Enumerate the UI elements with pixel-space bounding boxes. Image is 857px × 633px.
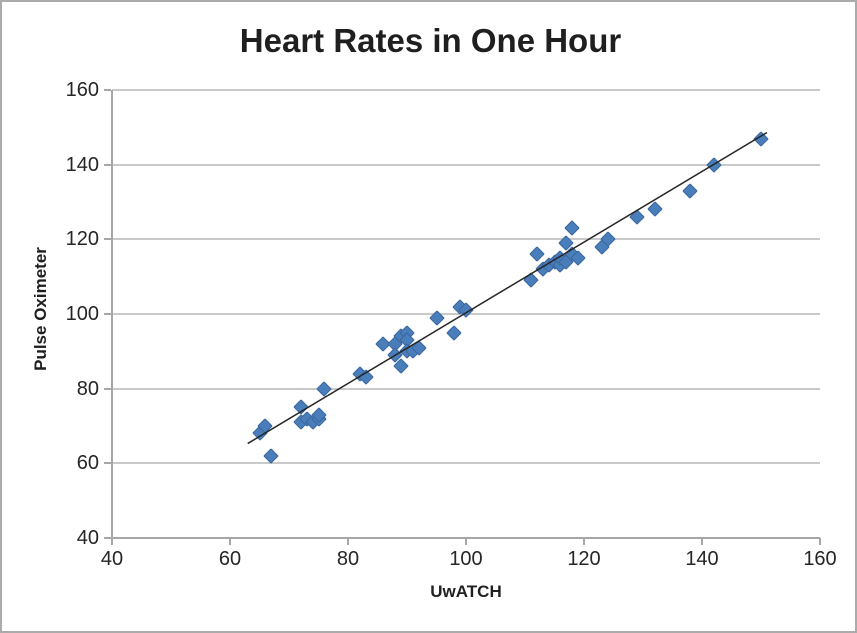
x-tick-80 (347, 538, 349, 545)
x-tick-label-80: 80 (336, 548, 360, 570)
y-tick-160 (104, 89, 111, 91)
x-tick-label-120: 120 (567, 548, 601, 570)
x-tick-60 (229, 538, 231, 545)
y-tick-60 (104, 462, 111, 465)
y-tick-80 (104, 387, 111, 390)
x-tick-160 (819, 538, 821, 545)
y-tick-140 (104, 163, 111, 166)
chart-title: Heart Rates in One Hour (239, 22, 622, 59)
y-tick-label-160: 160 (65, 79, 99, 101)
gridline-y-80 (112, 387, 820, 390)
y-tick-label-60: 60 (76, 452, 99, 475)
y-tick-40 (104, 537, 111, 539)
x-tick-40 (111, 538, 113, 545)
x-tick-label-60: 60 (218, 548, 242, 570)
y-tick-label-100: 100 (65, 303, 99, 325)
gridline-y-120 (112, 238, 820, 241)
x-tick-100 (465, 538, 467, 545)
gridline-y-160 (112, 89, 820, 91)
gridline-y-140 (112, 163, 820, 166)
x-tick-label-40: 40 (100, 548, 124, 570)
trend-line (247, 131, 768, 445)
y-tick-120 (104, 238, 111, 241)
x-tick-label-160: 160 (803, 548, 837, 570)
x-tick-120 (583, 538, 585, 545)
y-tick-label-40: 40 (76, 527, 99, 549)
x-axis-title: UwATCH (430, 582, 502, 601)
y-tick-label-140: 140 (65, 153, 99, 176)
x-tick-label-100: 100 (449, 548, 483, 570)
x-tick-label-140: 140 (685, 548, 719, 570)
x-tick-140 (701, 538, 703, 545)
y-tick-label-120: 120 (65, 228, 99, 251)
y-tick-label-80: 80 (76, 377, 99, 400)
gridline-y-60 (112, 462, 820, 465)
y-axis-line (111, 90, 113, 538)
y-tick-100 (104, 313, 111, 315)
